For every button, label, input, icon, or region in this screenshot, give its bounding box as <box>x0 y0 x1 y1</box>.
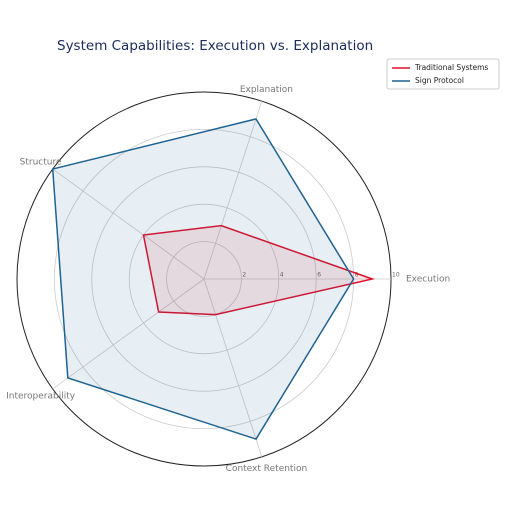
spoke <box>52 168 205 280</box>
spoke <box>52 278 205 390</box>
category-label: Context Retention <box>226 464 308 474</box>
legend-box <box>386 58 500 90</box>
legend-label: Traditional Systems <box>414 63 488 72</box>
chart-title: System Capabilities: Execution vs. Expla… <box>57 38 373 54</box>
series-area <box>143 225 373 315</box>
category-label: Interoperability <box>6 391 76 401</box>
spoke <box>203 101 263 280</box>
series-line <box>51 118 355 440</box>
series-area <box>52 118 354 440</box>
category-label: Execution <box>406 275 450 285</box>
spoke <box>203 278 263 457</box>
category-label: Structure <box>20 158 62 168</box>
series-line <box>142 224 375 316</box>
legend-label: Sign Protocol <box>415 76 464 85</box>
r-tick-label: 10 <box>392 272 400 279</box>
r-tick-label: 8 <box>355 272 359 279</box>
r-tick-label: 4 <box>280 272 284 279</box>
r-tick-label: 6 <box>317 272 321 279</box>
category-label: Explanation <box>240 85 293 95</box>
r-tick-label: 2 <box>242 272 246 279</box>
